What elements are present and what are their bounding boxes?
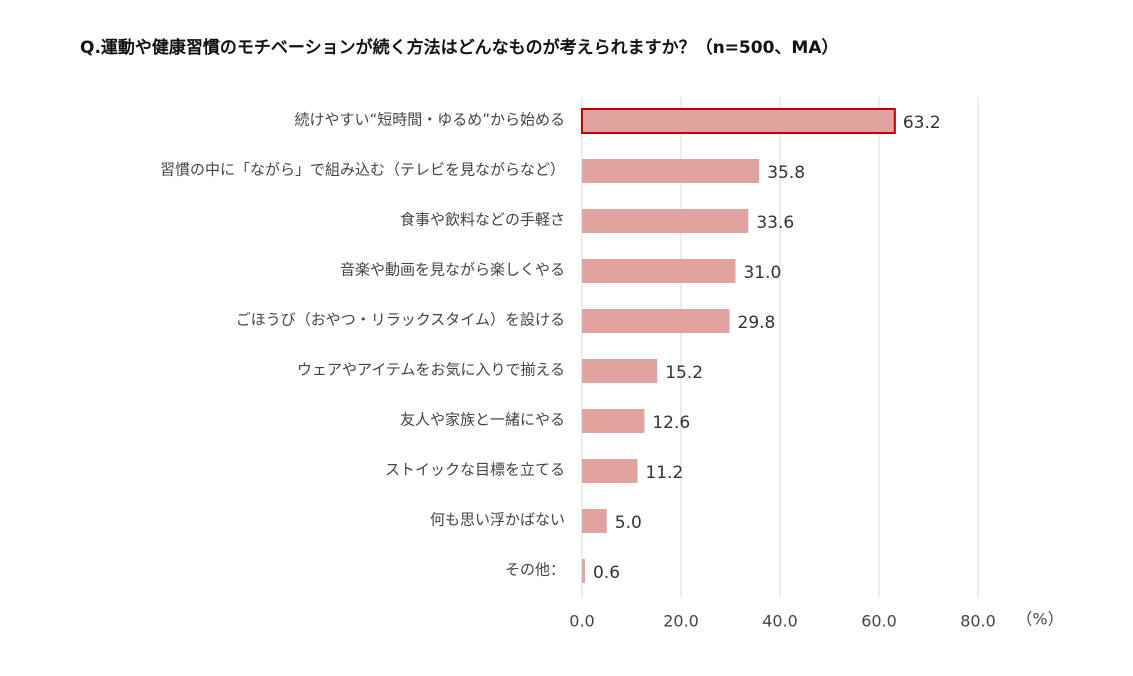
x-tick-label: 20.0 xyxy=(663,612,699,631)
y-tick-label: ウェアやアイテムをお気に入りで揃える xyxy=(297,361,565,379)
y-tick-label: 続けやすい“短時間・ゆるめ”から始める xyxy=(294,111,565,129)
y-tick-label: その他： xyxy=(505,561,565,579)
value-label: 29.8 xyxy=(738,313,776,333)
value-label: 0.6 xyxy=(593,563,620,583)
x-tick-label: 80.0 xyxy=(960,612,996,631)
value-label: 35.8 xyxy=(767,163,805,183)
value-label: 31.0 xyxy=(743,263,781,283)
y-tick-label: 友人や家族と一緒にやる xyxy=(400,411,565,429)
bar xyxy=(582,259,736,283)
value-label: 15.2 xyxy=(665,363,703,383)
bar xyxy=(582,209,749,233)
bar xyxy=(582,359,658,383)
value-label: 11.2 xyxy=(645,463,683,483)
value-label: 63.2 xyxy=(903,113,941,133)
bar xyxy=(582,509,607,533)
value-label: 5.0 xyxy=(615,513,642,533)
value-label: 12.6 xyxy=(652,413,690,433)
x-tick-label: 0.0 xyxy=(569,612,594,631)
bar xyxy=(582,459,638,483)
bar xyxy=(582,309,730,333)
bar xyxy=(582,559,585,583)
bar xyxy=(582,409,645,433)
y-tick-label: 何も思い浮かばない xyxy=(430,511,565,529)
value-label: 33.6 xyxy=(756,213,794,233)
x-tick-label: 40.0 xyxy=(762,612,798,631)
y-tick-label: 習慣の中に「ながら」で組み込む（テレビを見ながらなど） xyxy=(160,161,565,179)
bar xyxy=(581,108,896,134)
x-unit: （%） xyxy=(1016,610,1063,629)
y-tick-label: 食事や飲料などの手軽さ xyxy=(400,211,565,229)
bar xyxy=(582,159,760,183)
chart-title: Q.運動や健康習慣のモチベーションが続く方法はどんなものが考えられますか？（n=… xyxy=(80,37,838,58)
y-tick-label: ストイックな目標を立てる xyxy=(385,461,565,479)
x-tick-label: 60.0 xyxy=(861,612,897,631)
y-tick-label: ごほうび（おやつ・リラックスタイム）を設ける xyxy=(236,311,565,329)
y-tick-label: 音楽や動画を見ながら楽しくやる xyxy=(340,261,565,279)
